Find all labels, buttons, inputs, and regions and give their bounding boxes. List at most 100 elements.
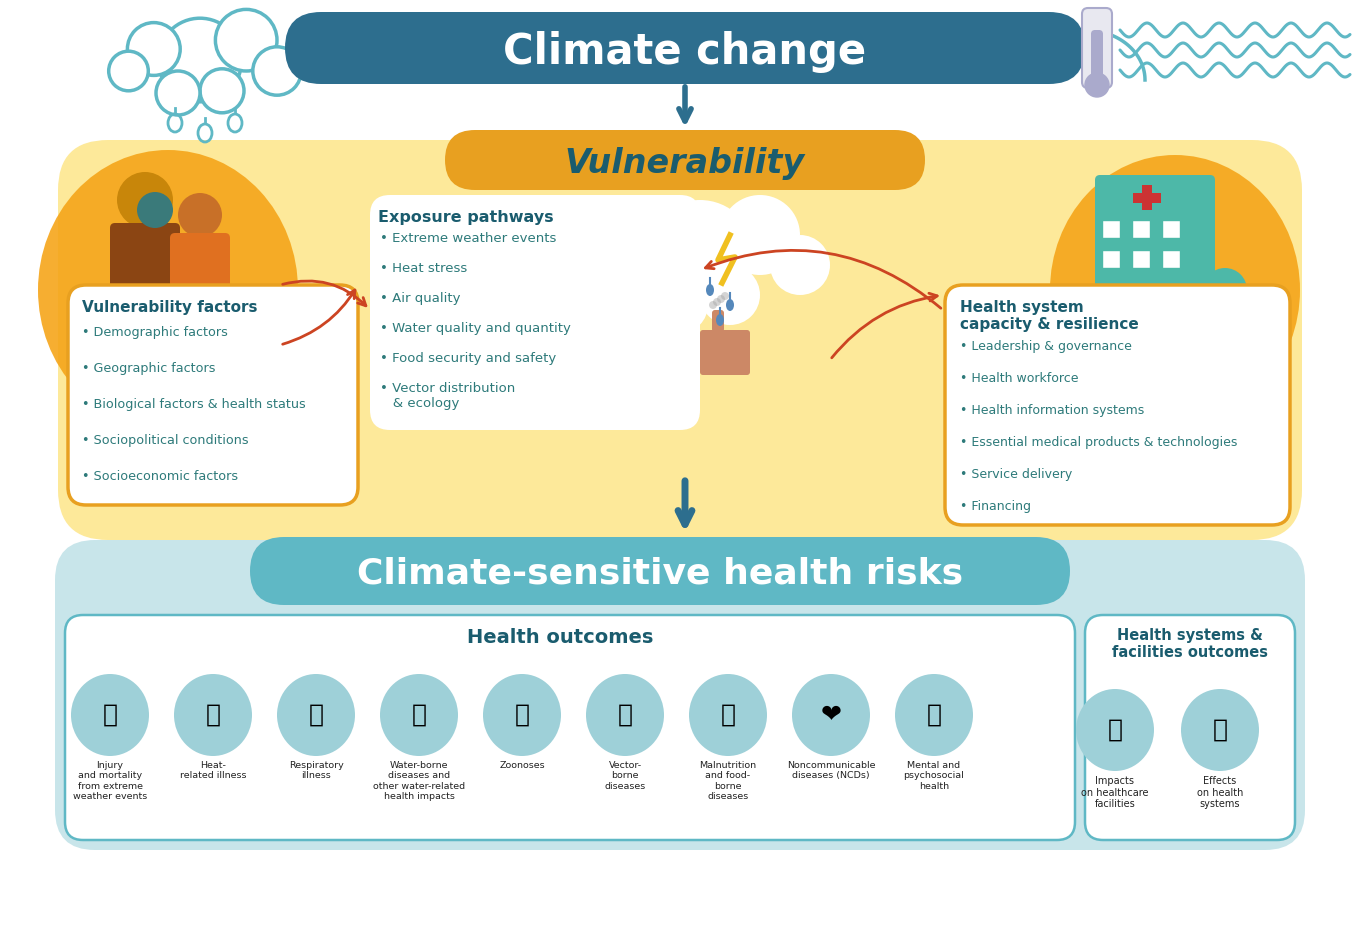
Text: • Leadership & governance: • Leadership & governance bbox=[960, 340, 1132, 353]
Text: • Service delivery: • Service delivery bbox=[960, 468, 1072, 481]
Text: 🐄: 🐄 bbox=[514, 703, 529, 727]
Circle shape bbox=[178, 193, 222, 237]
Circle shape bbox=[770, 235, 830, 295]
Ellipse shape bbox=[586, 674, 664, 756]
Text: Health systems &
facilities outcomes: Health systems & facilities outcomes bbox=[1112, 628, 1268, 660]
Circle shape bbox=[117, 172, 173, 228]
Circle shape bbox=[158, 18, 242, 102]
FancyBboxPatch shape bbox=[945, 285, 1291, 525]
Text: • Socioeconomic factors: • Socioeconomic factors bbox=[82, 470, 238, 483]
Circle shape bbox=[215, 9, 277, 71]
FancyBboxPatch shape bbox=[370, 195, 700, 430]
Text: Malnutrition
and food-
borne
diseases: Malnutrition and food- borne diseases bbox=[699, 761, 756, 802]
Circle shape bbox=[156, 71, 200, 115]
Bar bbox=[1161, 250, 1180, 268]
Circle shape bbox=[717, 295, 725, 303]
Text: • Health workforce: • Health workforce bbox=[960, 372, 1078, 385]
Bar bbox=[1102, 220, 1121, 238]
Text: • Heat stress: • Heat stress bbox=[379, 262, 468, 275]
Text: • Demographic factors: • Demographic factors bbox=[82, 326, 228, 339]
Ellipse shape bbox=[726, 299, 734, 311]
Text: 💊: 💊 bbox=[1213, 718, 1228, 742]
Ellipse shape bbox=[1050, 155, 1300, 425]
Ellipse shape bbox=[706, 284, 714, 296]
Ellipse shape bbox=[71, 674, 150, 756]
FancyBboxPatch shape bbox=[65, 615, 1074, 840]
Circle shape bbox=[709, 301, 717, 309]
Text: 🌡: 🌡 bbox=[205, 703, 220, 727]
Text: Vector-
borne
diseases: Vector- borne diseases bbox=[604, 761, 646, 790]
Text: • Vector distribution
   & ecology: • Vector distribution & ecology bbox=[379, 382, 515, 410]
Bar bbox=[1132, 220, 1151, 238]
Circle shape bbox=[719, 195, 800, 275]
Text: 🦟: 🦟 bbox=[617, 703, 632, 727]
Ellipse shape bbox=[895, 674, 972, 756]
Ellipse shape bbox=[690, 674, 767, 756]
Text: Noncommunicable
diseases (NCDs): Noncommunicable diseases (NCDs) bbox=[786, 761, 876, 780]
FancyBboxPatch shape bbox=[1085, 615, 1295, 840]
Ellipse shape bbox=[379, 674, 458, 756]
Ellipse shape bbox=[1076, 689, 1155, 771]
FancyBboxPatch shape bbox=[445, 130, 925, 190]
Circle shape bbox=[700, 265, 760, 325]
Circle shape bbox=[651, 277, 709, 333]
Text: • Sociopolitical conditions: • Sociopolitical conditions bbox=[82, 434, 249, 447]
Text: Mental and
psychosocial
health: Mental and psychosocial health bbox=[903, 761, 964, 790]
Circle shape bbox=[611, 220, 680, 290]
Text: Health outcomes: Health outcomes bbox=[466, 628, 653, 647]
Text: Impacts
on healthcare
facilities: Impacts on healthcare facilities bbox=[1081, 776, 1149, 809]
FancyBboxPatch shape bbox=[1095, 175, 1214, 305]
Circle shape bbox=[137, 192, 173, 228]
FancyBboxPatch shape bbox=[700, 330, 749, 375]
Text: Climate change: Climate change bbox=[503, 31, 866, 73]
Circle shape bbox=[713, 298, 721, 306]
Text: • Air quality: • Air quality bbox=[379, 292, 461, 305]
Circle shape bbox=[645, 200, 755, 310]
Ellipse shape bbox=[38, 150, 298, 430]
Circle shape bbox=[1085, 73, 1108, 97]
Circle shape bbox=[1204, 268, 1247, 312]
Ellipse shape bbox=[715, 314, 724, 326]
Text: • Financing: • Financing bbox=[960, 500, 1031, 513]
Circle shape bbox=[590, 250, 641, 300]
Ellipse shape bbox=[277, 674, 355, 756]
Text: • Water quality and quantity: • Water quality and quantity bbox=[379, 322, 571, 335]
Bar bbox=[1133, 193, 1161, 203]
Text: • Biological factors & health status: • Biological factors & health status bbox=[82, 398, 306, 411]
Circle shape bbox=[253, 47, 301, 95]
FancyBboxPatch shape bbox=[170, 233, 230, 313]
Text: Vulnerability: Vulnerability bbox=[564, 147, 805, 180]
Text: ❤: ❤ bbox=[820, 703, 842, 727]
FancyBboxPatch shape bbox=[54, 540, 1306, 850]
Circle shape bbox=[721, 292, 729, 300]
Text: Injury
and mortality
from extreme
weather events: Injury and mortality from extreme weathe… bbox=[73, 761, 147, 802]
FancyBboxPatch shape bbox=[1083, 8, 1112, 88]
Ellipse shape bbox=[792, 674, 870, 756]
FancyBboxPatch shape bbox=[58, 140, 1302, 540]
FancyBboxPatch shape bbox=[286, 12, 1085, 84]
FancyBboxPatch shape bbox=[68, 285, 358, 505]
Text: Heat-
related illness: Heat- related illness bbox=[180, 761, 246, 780]
Text: • Food security and safety: • Food security and safety bbox=[379, 352, 556, 365]
Bar bbox=[1161, 220, 1180, 238]
Text: 🫁: 🫁 bbox=[309, 703, 324, 727]
Text: Respiratory
illness: Respiratory illness bbox=[288, 761, 343, 780]
Circle shape bbox=[128, 23, 180, 75]
Text: Zoonoses: Zoonoses bbox=[499, 761, 545, 770]
FancyBboxPatch shape bbox=[250, 537, 1070, 605]
Text: Climate-sensitive health risks: Climate-sensitive health risks bbox=[356, 557, 963, 591]
Text: 💧: 💧 bbox=[412, 703, 427, 727]
Text: 🧠: 🧠 bbox=[926, 703, 941, 727]
Ellipse shape bbox=[174, 674, 252, 756]
Ellipse shape bbox=[1180, 689, 1259, 771]
Text: Vulnerability factors: Vulnerability factors bbox=[82, 300, 257, 315]
Bar bbox=[1142, 185, 1152, 210]
Text: • Essential medical products & technologies: • Essential medical products & technolog… bbox=[960, 436, 1238, 449]
Text: Exposure pathways: Exposure pathways bbox=[378, 210, 554, 225]
Circle shape bbox=[109, 51, 148, 90]
Text: 🌾: 🌾 bbox=[721, 703, 736, 727]
Bar bbox=[1102, 250, 1121, 268]
FancyBboxPatch shape bbox=[713, 310, 724, 332]
Text: Water-borne
diseases and
other water-related
health impacts: Water-borne diseases and other water-rel… bbox=[373, 761, 465, 802]
FancyBboxPatch shape bbox=[1091, 30, 1103, 85]
